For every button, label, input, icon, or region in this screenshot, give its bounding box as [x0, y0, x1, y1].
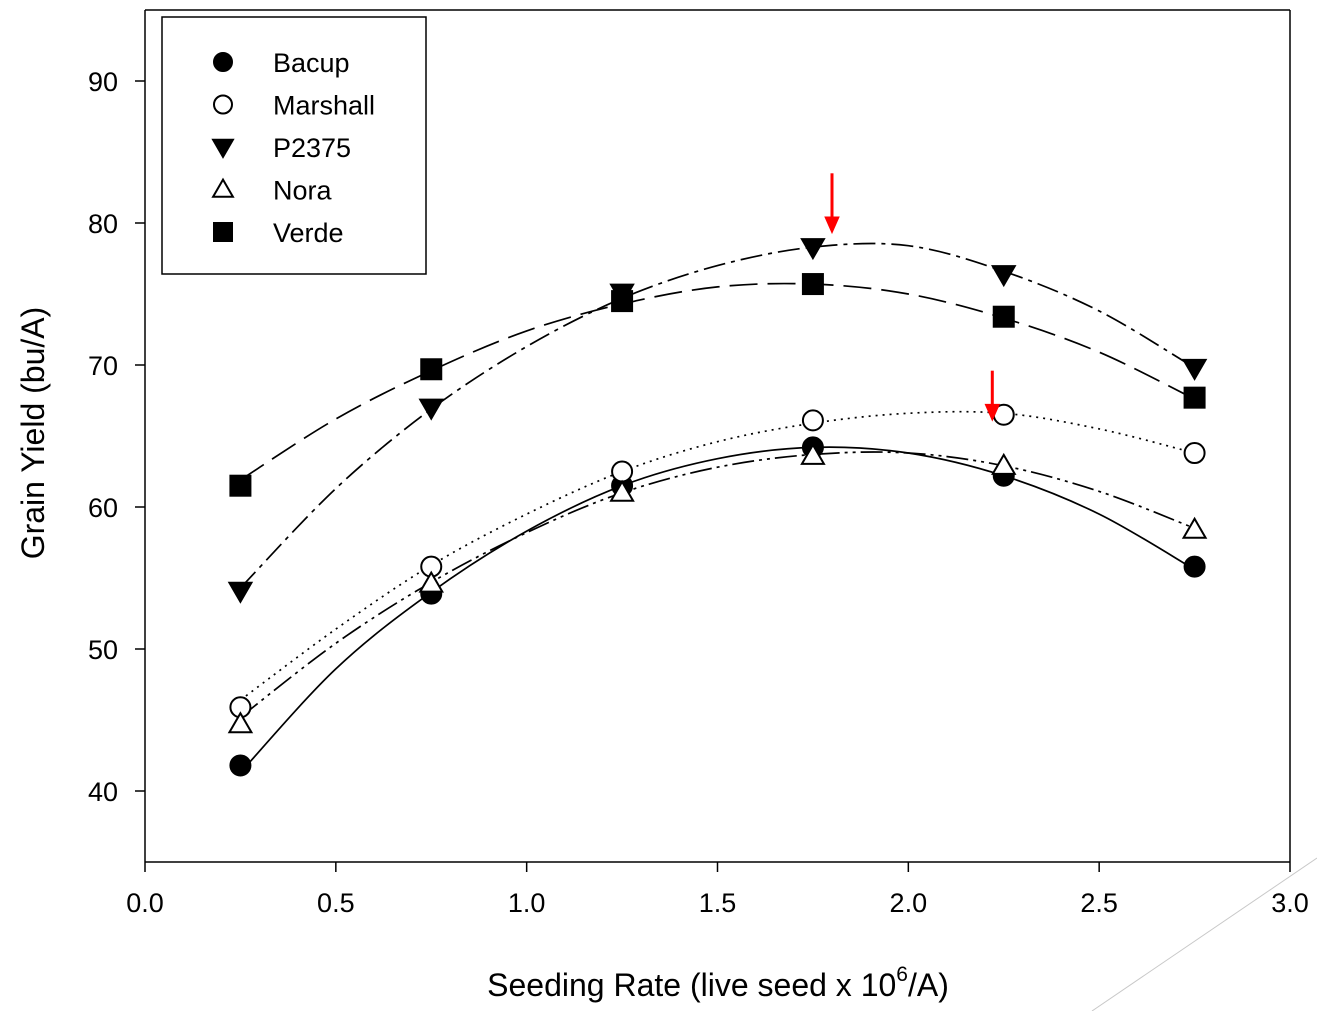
legend-box	[161, 16, 427, 275]
x-tick-label: 0.0	[126, 888, 164, 918]
axes-layer: 0.0 0.5 1.0 1.5 2.0 2.5 3.0 40 50 60 70 80 90	[88, 9, 1309, 918]
data-point-verde	[611, 290, 634, 313]
legend-item-marshall: Marshall	[213, 91, 375, 121]
red-arrow-annotation	[984, 370, 1001, 422]
red-arrow-annotation	[824, 173, 840, 235]
legend-item-nora: Nora	[211, 176, 333, 206]
legend-label-verde: Verde	[273, 218, 344, 248]
data-point-p2375	[1181, 358, 1208, 381]
corner-decoration-line	[1091, 857, 1317, 1012]
annotation-layer	[824, 173, 1001, 422]
legend-label-nora: Nora	[273, 176, 333, 206]
legend: Bacup Marshall P2375 Nora Verde	[161, 16, 427, 275]
y-tick-label: 50	[88, 635, 118, 665]
fit-curve-verde	[239, 282, 1195, 481]
legend-item-verde: Verde	[213, 218, 344, 248]
data-point-nora	[800, 442, 826, 465]
x-axis-label: Seeding Rate (live seed x 106/A)	[487, 963, 949, 1003]
legend-item-bacup: Bacup	[213, 48, 350, 78]
legend-marker-bacup	[213, 52, 233, 72]
data-point-p2375	[418, 398, 444, 421]
data-point-p2375	[800, 238, 826, 261]
y-tick-label: 90	[88, 67, 118, 97]
fit-curves-layer	[239, 242, 1196, 774]
y-tick-label: 40	[88, 777, 118, 807]
data-point-nora	[227, 711, 254, 734]
axis-labels-layer: Grain Yield (bu/A) Seeding Rate (live se…	[15, 307, 949, 1003]
red-arrow-head	[984, 403, 1001, 422]
data-point-nora	[609, 479, 635, 502]
x-tick-label: 1.5	[699, 888, 737, 918]
data-point-nora	[991, 452, 1017, 475]
x-tick-label: 3.0	[1271, 888, 1309, 918]
legend-label-p2375: P2375	[273, 133, 351, 163]
data-point-verde	[1183, 386, 1206, 409]
x-tick-label: 0.5	[317, 888, 355, 918]
data-point-bacup	[229, 754, 252, 777]
fit-curve-p2375	[239, 242, 1196, 589]
legend-marker-nora	[211, 177, 235, 198]
data-point-verde	[801, 273, 824, 296]
legend-item-p2375: P2375	[211, 133, 351, 163]
legend-label-bacup: Bacup	[273, 48, 350, 78]
legend-marker-marshall	[213, 94, 233, 115]
data-markers-layer	[227, 238, 1208, 777]
x-tick-label: 2.0	[890, 888, 928, 918]
data-point-nora	[418, 570, 444, 593]
y-tick-label: 70	[88, 351, 118, 381]
data-point-verde	[229, 474, 252, 497]
data-point-marshall	[1183, 442, 1206, 465]
legend-label-marshall: Marshall	[273, 91, 375, 121]
decor-layer	[1091, 857, 1317, 1012]
x-axis-label-prefix: Seeding Rate (live seed x 10	[487, 967, 896, 1003]
x-tick-label: 2.5	[1080, 888, 1118, 918]
x-tick-label: 1.0	[508, 888, 546, 918]
fit-curve-marshall	[239, 410, 1195, 701]
data-point-marshall	[611, 460, 634, 483]
data-point-p2375	[991, 265, 1017, 288]
data-point-marshall	[801, 409, 824, 432]
fit-curve-nora	[239, 451, 1195, 718]
y-tick-label: 80	[88, 209, 118, 239]
data-point-verde	[420, 358, 443, 381]
y-axis-label: Grain Yield (bu/A)	[15, 307, 51, 560]
x-axis-label-suffix: /A)	[908, 967, 949, 1003]
data-point-nora	[1181, 516, 1208, 539]
x-axis-label-superscript: 6	[896, 963, 908, 986]
legend-marker-verde	[213, 222, 233, 242]
data-point-bacup	[1183, 555, 1206, 578]
data-point-p2375	[227, 581, 254, 604]
fit-curve-bacup	[239, 446, 1196, 774]
red-arrow-head	[824, 216, 840, 235]
y-tick-label: 60	[88, 493, 118, 523]
legend-marker-p2375	[211, 138, 235, 159]
data-point-verde	[992, 305, 1015, 328]
